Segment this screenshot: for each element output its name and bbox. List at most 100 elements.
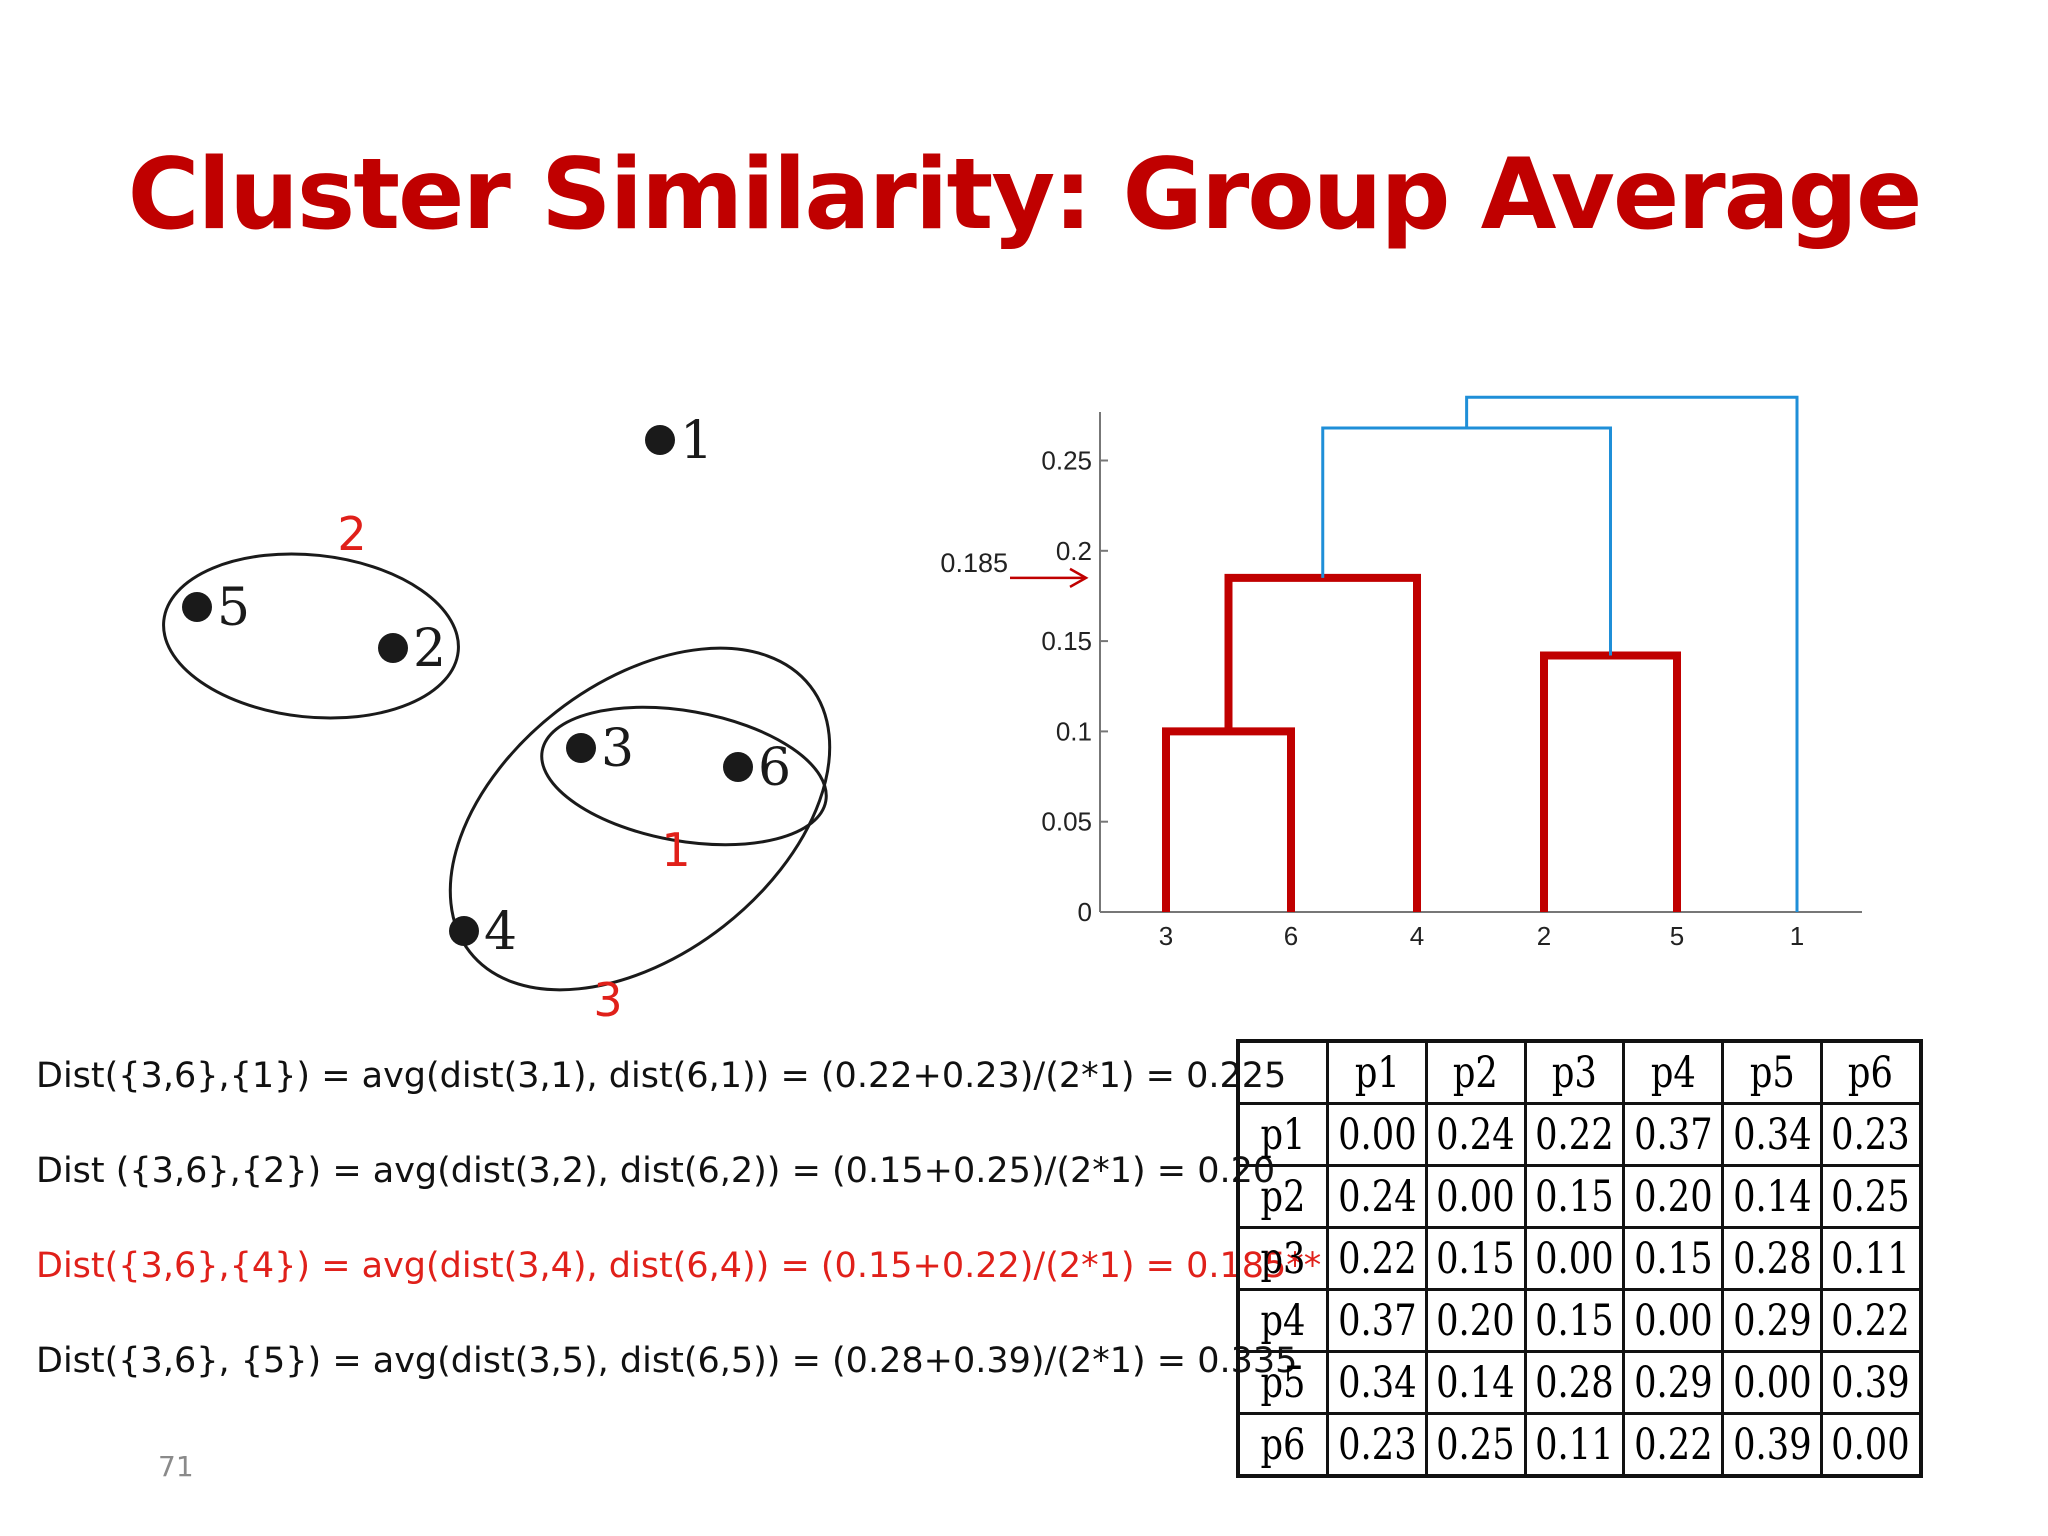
cluster-order-label: 1 — [661, 823, 690, 877]
slide-number: 71 — [158, 1450, 194, 1483]
y-tick-label: 0.25 — [1041, 446, 1092, 476]
table-row: p2 0.24 0.00 0.15 0.20 0.14 0.25 — [1238, 1164, 1921, 1229]
table-cell: 0.37 — [1631, 1102, 1715, 1167]
data-point-label: 4 — [484, 902, 517, 962]
table-row: p1 0.00 0.24 0.22 0.37 0.34 0.23 — [1238, 1102, 1921, 1167]
table-cell: 0.34 — [1730, 1102, 1814, 1167]
data-point-1 — [645, 425, 675, 455]
table-row: p5 0.34 0.14 0.28 0.29 0.00 0.39 — [1238, 1350, 1921, 1415]
table-cell: 0.22 — [1631, 1412, 1715, 1478]
table-header-row: p1 p2 p3 p4 p5 p6 — [1238, 1039, 1921, 1105]
dendrogram-link-2 — [1540, 651, 1681, 912]
table-row-label: p1 — [1244, 1102, 1321, 1167]
table-cell: 0.37 — [1335, 1288, 1419, 1353]
table-cell: 0.39 — [1730, 1412, 1814, 1478]
table-header-cell: p6 — [1828, 1039, 1913, 1105]
table-cell: 0.15 — [1532, 1288, 1617, 1353]
table-row: p3 0.22 0.15 0.00 0.15 0.28 0.11 — [1238, 1226, 1921, 1291]
table-cell: 0.00 — [1730, 1350, 1814, 1415]
cluster-ellipse-5-2 — [162, 552, 460, 720]
table-header-cell: p4 — [1631, 1039, 1715, 1105]
table-cell: 0.11 — [1828, 1226, 1913, 1291]
data-point-label: 3 — [601, 719, 634, 779]
table-cell: 0.25 — [1433, 1412, 1518, 1478]
table-cell: 0.20 — [1433, 1288, 1518, 1353]
table-cell: 0.24 — [1335, 1164, 1419, 1229]
formula-line-4: Dist({3,6}, {5}) = avg(dist(3,5), dist(6… — [36, 1341, 1298, 1381]
y-tick-label: 0.2 — [1056, 536, 1092, 566]
annotation-arrow-head — [1069, 567, 1089, 588]
table-row-label: p4 — [1244, 1288, 1321, 1353]
y-tick-label: 0.05 — [1041, 807, 1092, 837]
cluster-ellipse-3-6 — [540, 705, 828, 847]
table-cell: 0.00 — [1433, 1164, 1518, 1229]
data-point-3 — [566, 733, 596, 763]
table-cell: 0.34 — [1335, 1350, 1419, 1415]
data-point-label: 2 — [413, 619, 446, 679]
dendrogram-link-3 — [1224, 573, 1421, 912]
table-header-cell: p3 — [1532, 1039, 1617, 1105]
table-cell: 0.00 — [1532, 1226, 1617, 1291]
distance-matrix-table: p1 p2 p3 p4 p5 p6 p1 0.00 0.24 0.22 0.37… — [1236, 1039, 1923, 1478]
x-tick-label: 3 — [1159, 921, 1173, 951]
table-cell: 0.28 — [1532, 1350, 1617, 1415]
x-tick-label: 5 — [1670, 921, 1684, 951]
table-cell: 0.39 — [1828, 1350, 1913, 1415]
data-point-2 — [378, 633, 408, 663]
cluster-order-label: 2 — [337, 507, 366, 561]
dendrogram-link-5 — [1465, 395, 1799, 912]
table-cell: 0.24 — [1433, 1102, 1518, 1167]
y-tick-label: 0 — [1078, 897, 1092, 927]
x-tick-label: 2 — [1537, 921, 1551, 951]
table-cell: 0.22 — [1828, 1288, 1913, 1353]
x-tick-label: 6 — [1284, 921, 1298, 951]
table-cell: 0.29 — [1631, 1350, 1715, 1415]
table-cell: 0.20 — [1631, 1164, 1715, 1229]
table-cell: 0.28 — [1730, 1226, 1814, 1291]
data-point-5 — [182, 592, 212, 622]
y-tick-label: 0.15 — [1041, 626, 1092, 656]
table-row-label: p2 — [1244, 1164, 1321, 1229]
table-row-label: p3 — [1244, 1226, 1321, 1291]
x-tick-label: 4 — [1410, 921, 1424, 951]
table-header-cell: p1 — [1335, 1039, 1419, 1105]
table-cell: 0.11 — [1532, 1412, 1617, 1478]
table-cell: 0.22 — [1335, 1226, 1419, 1291]
table-cell: 0.14 — [1433, 1350, 1518, 1415]
table-cell: 0.15 — [1532, 1164, 1617, 1229]
table-row-label: p6 — [1244, 1412, 1321, 1478]
table-cell: 0.22 — [1532, 1102, 1617, 1167]
data-point-label: 6 — [758, 738, 791, 798]
table-cell: 0.00 — [1631, 1288, 1715, 1353]
table-row-label: p5 — [1244, 1350, 1321, 1415]
table-row: p6 0.23 0.25 0.11 0.22 0.39 0.00 — [1238, 1412, 1921, 1478]
data-point-6 — [723, 752, 753, 782]
data-point-label: 5 — [217, 578, 250, 638]
dendrogram-link-1 — [1162, 727, 1295, 912]
y-tick-label: 0.1 — [1056, 716, 1092, 746]
cluster-ellipse-3-6-4 — [448, 646, 832, 992]
table-cell: 0.00 — [1828, 1412, 1913, 1478]
table-cell: 0.23 — [1828, 1102, 1913, 1167]
data-point-label: 1 — [680, 411, 713, 471]
table-header-cell — [1244, 1039, 1321, 1105]
cluster-order-label: 3 — [593, 973, 622, 1027]
slide-title: Cluster Similarity: Group Average — [127, 138, 1923, 252]
table-cell: 0.14 — [1730, 1164, 1814, 1229]
table-cell: 0.15 — [1433, 1226, 1518, 1291]
x-tick-label: 1 — [1790, 921, 1804, 951]
data-point-4 — [449, 916, 479, 946]
table-cell: 0.15 — [1631, 1226, 1715, 1291]
table-cell: 0.29 — [1730, 1288, 1814, 1353]
dendrogram-link-4 — [1321, 426, 1612, 656]
table-header-cell: p5 — [1730, 1039, 1814, 1105]
table-header-cell: p2 — [1433, 1039, 1518, 1105]
table-cell: 0.23 — [1335, 1412, 1419, 1478]
formula-line-3-highlighted: Dist({3,6},{4}) = avg(dist(3,4), dist(6,… — [36, 1246, 1322, 1286]
table-row: p4 0.37 0.20 0.15 0.00 0.29 0.22 — [1238, 1288, 1921, 1353]
formula-line-1: Dist({3,6},{1}) = avg(dist(3,1), dist(6,… — [36, 1056, 1287, 1096]
annotation-label: 0.185 — [940, 548, 1008, 578]
formula-line-2: Dist ({3,6},{2}) = avg(dist(3,2), dist(6… — [36, 1151, 1276, 1191]
